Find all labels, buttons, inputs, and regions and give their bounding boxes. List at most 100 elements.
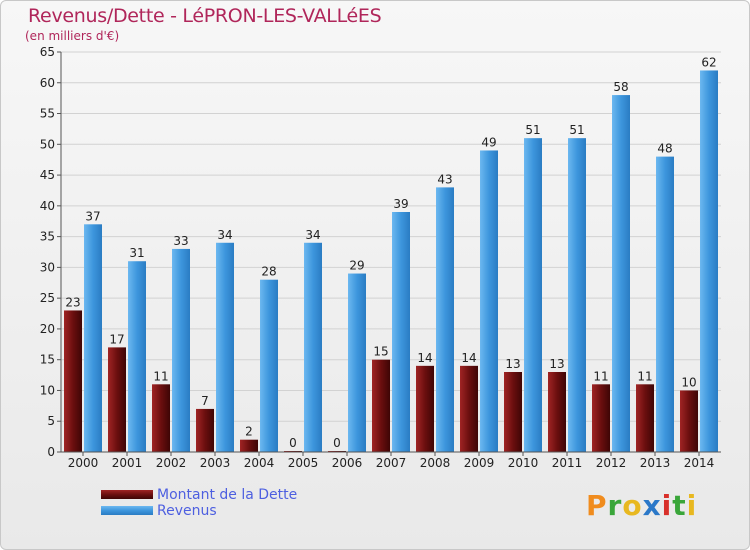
y-tick-label: 40 — [40, 199, 55, 213]
x-tick-label: 2011 — [552, 456, 583, 470]
legend-label-revenue: Revenus — [157, 503, 217, 519]
data-label-revenue: 34 — [217, 228, 232, 242]
bar-revenue — [436, 187, 454, 452]
bar-revenue — [612, 95, 630, 453]
data-label-revenue: 62 — [701, 55, 716, 69]
data-label-revenue: 39 — [393, 197, 408, 211]
y-tick-label: 65 — [40, 45, 55, 59]
data-label-debt: 15 — [373, 345, 388, 359]
y-tick-label: 60 — [40, 76, 55, 90]
bar-revenue — [480, 150, 498, 452]
data-label-revenue: 43 — [437, 172, 452, 186]
logo-letter: r — [607, 489, 623, 522]
x-tick-label: 2012 — [596, 456, 627, 470]
data-label-debt: 23 — [65, 295, 80, 309]
bar-revenue — [392, 212, 410, 452]
data-label-revenue: 33 — [173, 234, 188, 248]
data-label-revenue: 29 — [349, 259, 364, 273]
y-axis: 0 5 10 15 20 25 30 35 40 45 50 55 60 65 — [40, 45, 62, 459]
chart-subtitle: (en milliers d'€) — [25, 29, 120, 43]
x-tick-label: 2014 — [684, 456, 715, 470]
y-tick-label: 25 — [40, 291, 55, 305]
legend-swatch-debt — [101, 490, 153, 499]
x-axis: 2000 2001 2002 2003 2004 2005 2006 2007 2008 2009… — [61, 451, 721, 470]
data-label-debt: 17 — [109, 332, 124, 346]
y-tick-label: 15 — [40, 353, 55, 367]
bar-revenue — [84, 224, 102, 452]
bar-revenue — [216, 242, 234, 452]
data-label-debt: 13 — [549, 357, 564, 371]
y-tick-label: 45 — [40, 168, 55, 182]
bar-debt — [108, 347, 126, 452]
data-label-revenue: 34 — [305, 228, 320, 242]
data-label-revenue: 31 — [129, 246, 144, 260]
logo-letter: x — [642, 489, 662, 522]
bar-debt — [680, 390, 698, 452]
x-tick-label: 2001 — [112, 456, 143, 470]
bar-debt — [196, 408, 214, 452]
y-tick-label: 30 — [40, 260, 55, 274]
logo-letter: P — [586, 489, 608, 522]
bar-debt — [504, 372, 522, 452]
bar-debt — [372, 359, 390, 452]
x-tick-label: 2013 — [640, 456, 671, 470]
y-tick-label: 35 — [40, 230, 55, 244]
data-label-revenue: 28 — [261, 265, 276, 279]
logo-letter: t — [672, 489, 687, 522]
x-tick-label: 2002 — [156, 456, 187, 470]
bar-revenue — [348, 273, 366, 452]
grid-lines — [61, 51, 721, 422]
data-label-debt: 11 — [153, 369, 168, 383]
x-tick-label: 2008 — [420, 456, 451, 470]
logo-letter: i — [661, 489, 673, 522]
proxiti-logo: Proxiti — [586, 489, 697, 522]
data-label-revenue: 58 — [613, 80, 628, 94]
data-label-debt: 11 — [637, 369, 652, 383]
data-label-revenue: 51 — [525, 123, 540, 137]
x-tick-label: 2004 — [244, 456, 275, 470]
bars: 23 37 17 31 11 33 7 34 2 28 0 34 0 29 15 39 14 43 14 49 13 51… — [64, 55, 718, 453]
y-tick-label: 10 — [40, 383, 55, 397]
legend-label-debt: Montant de la Dette — [157, 487, 298, 503]
bar-debt — [416, 365, 434, 452]
y-tick-label: 20 — [40, 322, 55, 336]
bar-revenue — [304, 242, 322, 452]
chart-title: Revenus/Dette - LéPRON-LES-VALLéES — [28, 5, 382, 27]
data-label-debt: 0 — [289, 436, 297, 450]
x-tick-label: 2009 — [464, 456, 495, 470]
x-tick-label: 2007 — [376, 456, 407, 470]
data-label-revenue: 51 — [569, 123, 584, 137]
bar-revenue — [128, 261, 146, 452]
bar-revenue — [700, 70, 718, 452]
bar-debt — [152, 384, 170, 452]
bar-debt — [592, 384, 610, 452]
x-tick-label: 2000 — [68, 456, 99, 470]
data-label-debt: 10 — [681, 375, 696, 389]
data-label-debt: 14 — [461, 351, 476, 365]
y-tick-label: 55 — [40, 107, 55, 121]
bar-revenue — [524, 138, 542, 452]
bar-debt — [636, 384, 654, 452]
y-tick-label: 0 — [47, 445, 55, 459]
bar-debt — [240, 439, 258, 452]
data-label-debt: 7 — [201, 394, 209, 408]
data-label-debt: 14 — [417, 351, 432, 365]
bar-revenue — [568, 138, 586, 452]
x-tick-label: 2010 — [508, 456, 539, 470]
x-tick-label: 2003 — [200, 456, 231, 470]
x-tick-label: 2006 — [332, 456, 363, 470]
data-label-revenue: 49 — [481, 135, 496, 149]
y-tick-label: 50 — [40, 137, 55, 151]
data-label-debt: 0 — [333, 436, 341, 450]
data-label-revenue: 37 — [85, 209, 100, 223]
bar-revenue — [172, 248, 190, 452]
bar-debt — [460, 365, 478, 452]
logo-letter: i — [686, 489, 698, 522]
bar-debt — [548, 372, 566, 452]
y-tick-label: 5 — [47, 414, 55, 428]
x-tick-label: 2005 — [288, 456, 319, 470]
data-label-debt: 11 — [593, 369, 608, 383]
bar-revenue — [656, 156, 674, 452]
